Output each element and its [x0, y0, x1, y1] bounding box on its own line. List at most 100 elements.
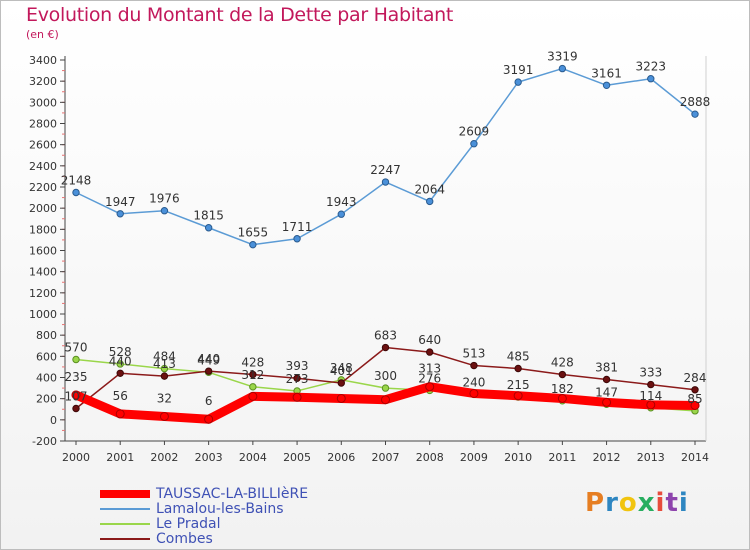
legend-item-combes: Combes — [100, 530, 213, 547]
data-label: 235 — [65, 370, 88, 384]
data-point — [426, 348, 434, 356]
data-label: 413 — [153, 357, 176, 371]
data-point — [691, 386, 699, 394]
data-point — [513, 391, 523, 401]
data-label: 393 — [286, 359, 309, 373]
data-label: 440 — [109, 354, 132, 368]
data-point — [249, 240, 257, 249]
data-point — [116, 369, 124, 377]
y-tick-label: 400 — [36, 372, 57, 385]
x-tick-label: 2004 — [239, 451, 267, 464]
data-label: 333 — [639, 366, 662, 380]
y-tick-label: -200 — [32, 435, 57, 448]
x-tick-label: 2000 — [62, 451, 90, 464]
data-label: 182 — [551, 382, 574, 396]
data-point — [690, 400, 700, 410]
data-label: 313 — [418, 362, 441, 376]
data-label: 484 — [153, 350, 176, 364]
legend-label: TAUSSAC-LA-BILLIèRE — [156, 485, 309, 502]
data-label: 2247 — [370, 163, 401, 177]
data-point — [557, 393, 567, 403]
x-tick-label: 2013 — [637, 451, 665, 464]
data-label: 1943 — [326, 195, 357, 209]
data-label: 312 — [241, 368, 264, 382]
x-tick-label: 2003 — [195, 451, 223, 464]
data-label: 1976 — [149, 192, 180, 206]
data-label: 2064 — [414, 182, 445, 196]
data-label: 513 — [462, 347, 485, 361]
logo-letter: i — [655, 488, 666, 518]
y-tick-label: 2800 — [29, 118, 57, 131]
data-label: 2888 — [680, 95, 711, 109]
y-tick-label: 2600 — [29, 139, 57, 152]
logo-letter: r — [605, 488, 619, 518]
data-point — [381, 343, 390, 352]
data-label: 240 — [462, 375, 485, 389]
legend-label: Combes — [156, 530, 213, 547]
data-label: 428 — [551, 356, 574, 370]
data-label: 449 — [197, 353, 220, 367]
data-point — [602, 375, 611, 384]
data-point — [337, 379, 345, 387]
data-point — [336, 393, 346, 403]
data-label: 3223 — [636, 60, 667, 74]
y-tick-label: 2200 — [29, 181, 57, 194]
y-tick-label: 0 — [50, 414, 57, 427]
data-point — [204, 367, 213, 375]
logo-letter: i — [678, 488, 689, 518]
data-point — [249, 383, 257, 391]
data-point — [293, 374, 301, 382]
data-label: 215 — [507, 378, 530, 392]
data-point — [116, 210, 124, 218]
chart-unit: (en €) — [26, 28, 59, 41]
legend-label: Lamalou-les-Bains — [156, 500, 284, 517]
y-tick-label: 1800 — [29, 223, 57, 236]
data-point — [470, 140, 478, 148]
y-tick-label: 600 — [36, 350, 57, 363]
data-point — [204, 224, 213, 232]
data-point — [160, 372, 169, 380]
data-point — [647, 75, 655, 83]
data-label: 32 — [157, 391, 172, 405]
logo-letter: x — [637, 488, 656, 518]
legend-item-lamalou: Lamalou-les-Bains — [100, 500, 284, 517]
legend-swatch — [100, 507, 150, 510]
legend-item-le-pradal: Le Pradal — [100, 515, 221, 532]
data-point — [514, 78, 522, 86]
data-point — [381, 395, 390, 405]
legend-item-taussac: TAUSSAC-LA-BILLIèRE — [100, 485, 309, 502]
data-label: 683 — [374, 329, 397, 343]
x-tick-label: 2006 — [327, 451, 355, 464]
data-point — [71, 390, 81, 400]
x-tick-label: 2014 — [681, 451, 709, 464]
data-label: 381 — [595, 361, 618, 375]
data-label: 300 — [374, 369, 397, 383]
data-label: 276 — [418, 371, 441, 385]
data-label: 284 — [684, 371, 707, 385]
data-point — [249, 370, 257, 379]
data-label: 485 — [507, 350, 530, 364]
data-label: 273 — [286, 372, 309, 386]
x-tick-label: 2009 — [460, 451, 488, 464]
chart-title: Evolution du Montant de la Dette par Hab… — [26, 4, 454, 26]
data-point — [248, 391, 258, 401]
y-tick-label: 800 — [36, 329, 57, 342]
data-label: 2609 — [459, 125, 490, 139]
legend-label: Le Pradal — [156, 515, 221, 532]
data-label: 147 — [595, 385, 618, 399]
y-tick-label: 200 — [36, 393, 57, 406]
x-tick-label: 2005 — [283, 451, 311, 464]
y-tick-label: 1600 — [29, 245, 57, 258]
logo-letter: t — [665, 488, 679, 518]
data-point — [293, 235, 301, 243]
data-label: 3319 — [547, 50, 578, 64]
data-point — [425, 382, 435, 392]
data-point — [116, 360, 124, 368]
x-tick-label: 2012 — [593, 451, 621, 464]
data-label: 3161 — [591, 66, 622, 80]
y-tick-label: 2400 — [29, 160, 57, 173]
data-point — [470, 361, 478, 370]
series-line — [75, 67, 696, 246]
